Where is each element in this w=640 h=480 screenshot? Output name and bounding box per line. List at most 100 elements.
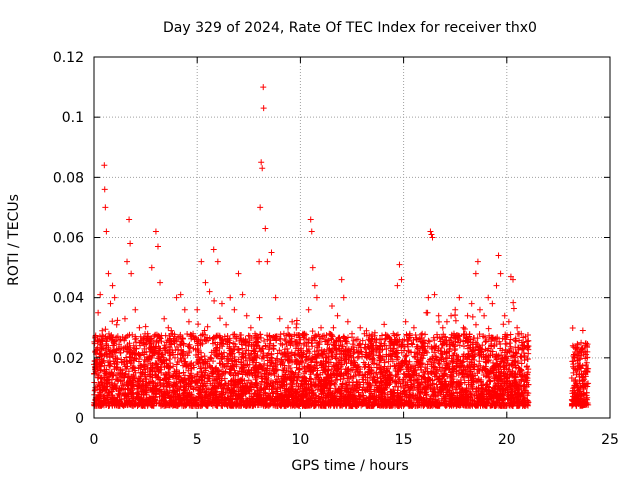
data-point <box>270 345 277 352</box>
data-point <box>381 340 388 347</box>
data-point <box>305 346 312 353</box>
data-point <box>461 325 468 332</box>
data-point <box>485 325 492 332</box>
data-point <box>260 350 267 357</box>
data-point <box>393 372 400 379</box>
data-point <box>316 333 323 340</box>
data-point <box>306 350 313 357</box>
data-point <box>510 305 517 312</box>
data-point <box>514 350 521 357</box>
data-point <box>246 361 253 368</box>
data-point <box>204 323 211 330</box>
data-point <box>467 336 474 343</box>
data-points <box>91 84 592 409</box>
data-point <box>359 337 366 344</box>
data-point <box>469 313 476 320</box>
data-point <box>252 375 259 382</box>
data-point <box>153 338 160 345</box>
data-point <box>319 333 326 340</box>
data-point <box>506 340 513 347</box>
data-point <box>431 349 438 356</box>
data-point <box>134 391 141 398</box>
data-point <box>195 345 202 352</box>
data-point <box>102 326 109 333</box>
data-point <box>333 338 340 345</box>
data-point <box>331 381 338 388</box>
data-point <box>507 336 514 343</box>
data-point <box>323 332 330 339</box>
data-point <box>435 318 442 325</box>
data-point <box>405 348 412 355</box>
data-point <box>333 355 340 362</box>
data-point <box>452 386 459 393</box>
data-point <box>408 340 415 347</box>
data-point <box>414 376 421 383</box>
data-point <box>286 331 293 338</box>
data-point <box>452 317 459 324</box>
data-point <box>236 332 243 339</box>
data-point <box>486 377 493 384</box>
data-point <box>92 384 99 391</box>
data-point <box>342 380 349 387</box>
data-point <box>193 379 200 386</box>
data-point <box>247 379 254 386</box>
data-point <box>472 321 479 328</box>
data-point <box>274 350 281 357</box>
data-point <box>131 355 138 362</box>
data-point <box>524 356 531 363</box>
data-point <box>258 378 265 385</box>
data-point <box>342 356 349 363</box>
data-point <box>338 354 345 361</box>
data-point <box>195 321 202 328</box>
data-point <box>387 363 394 370</box>
data-point <box>450 352 457 359</box>
data-point <box>474 377 481 384</box>
data-point <box>297 358 304 365</box>
grid-lines <box>94 57 610 418</box>
data-point <box>223 363 230 370</box>
data-point <box>506 348 513 355</box>
data-point <box>114 317 121 324</box>
data-point <box>518 354 525 361</box>
data-point <box>476 331 483 338</box>
data-point <box>166 356 173 363</box>
data-point <box>328 303 335 310</box>
data-point <box>231 331 238 338</box>
data-point <box>383 345 390 352</box>
data-point <box>211 297 218 304</box>
data-point <box>264 366 271 373</box>
data-point <box>158 338 165 345</box>
data-point <box>477 363 484 370</box>
data-point <box>363 327 370 334</box>
data-point <box>315 331 322 338</box>
data-point <box>451 347 458 354</box>
data-point <box>117 349 124 356</box>
data-point <box>253 343 260 350</box>
data-point <box>187 361 194 368</box>
data-point <box>424 365 431 372</box>
data-point <box>500 321 507 328</box>
data-point <box>361 371 368 378</box>
data-point <box>430 364 437 371</box>
data-point <box>237 376 244 383</box>
data-point <box>489 348 496 355</box>
data-point <box>168 389 175 396</box>
data-point <box>354 354 361 361</box>
data-point <box>256 314 263 321</box>
data-point <box>109 318 116 325</box>
data-point <box>299 354 306 361</box>
data-point <box>426 338 433 345</box>
data-point <box>370 360 377 367</box>
data-point <box>173 343 180 350</box>
data-point <box>512 338 519 345</box>
data-point <box>130 342 137 349</box>
data-point <box>418 331 425 338</box>
data-point <box>105 344 112 351</box>
data-point <box>327 359 334 366</box>
data-point <box>344 334 351 341</box>
data-point <box>232 343 239 350</box>
data-point <box>410 378 417 385</box>
data-point <box>276 347 283 354</box>
data-point <box>316 339 323 346</box>
